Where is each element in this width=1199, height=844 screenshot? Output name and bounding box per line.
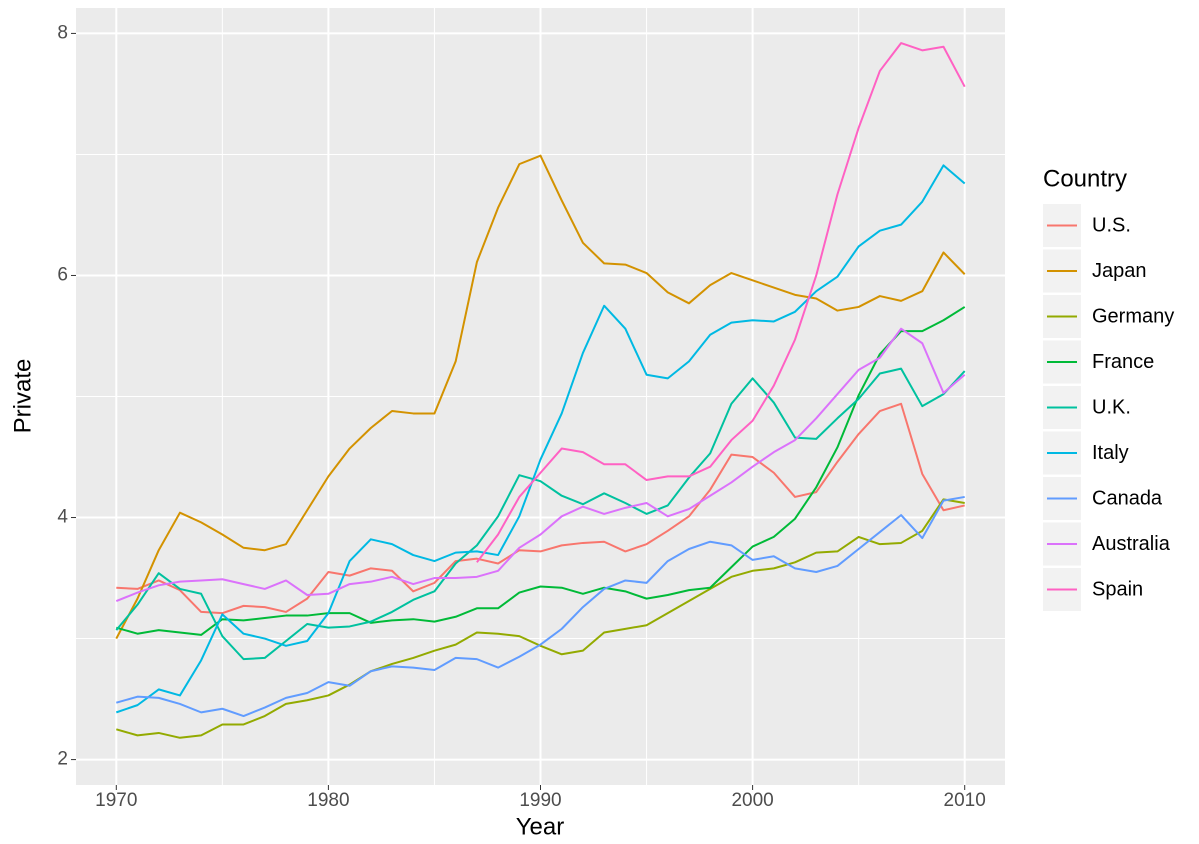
legend-label: Germany: [1092, 305, 1174, 327]
legend-label: Australia: [1092, 533, 1171, 555]
legend-label: U.K.: [1092, 396, 1131, 418]
x-tick-label: 1990: [519, 790, 561, 811]
legend-label: Italy: [1092, 442, 1129, 464]
legend-label: France: [1092, 351, 1154, 373]
y-tick-label: 8: [57, 22, 68, 43]
legend-label: Canada: [1092, 487, 1163, 509]
series-line: [115, 327, 966, 602]
series-line: [115, 154, 966, 640]
x-tick-label: 1970: [95, 790, 137, 811]
x-tick-label: 2000: [731, 790, 773, 811]
y-tick-label: 6: [57, 264, 68, 285]
lines: [115, 42, 966, 739]
series-line: [116, 498, 965, 739]
legend: U.S. Japan Germany France U.K. Italy Canada Aus…: [1043, 204, 1174, 611]
y-tick-label: 2: [57, 749, 68, 770]
grid: [76, 8, 1005, 785]
legend-label: Spain: [1092, 578, 1143, 600]
series-line: [115, 367, 966, 661]
series-line: [115, 164, 966, 714]
x-axis-title: Year: [516, 813, 565, 840]
legend-label: Japan: [1092, 260, 1147, 282]
legend-title: Country: [1043, 165, 1127, 192]
y-tick-label: 4: [57, 507, 68, 528]
x-tick-label: 1980: [307, 790, 349, 811]
series-line: [116, 402, 965, 615]
x-tick-label: 2010: [944, 790, 986, 811]
y-axis-title: Private: [9, 359, 36, 434]
series-line: [116, 495, 965, 718]
series-line: [116, 306, 966, 636]
series-line: [476, 42, 966, 563]
legend-label: U.S.: [1092, 214, 1131, 236]
